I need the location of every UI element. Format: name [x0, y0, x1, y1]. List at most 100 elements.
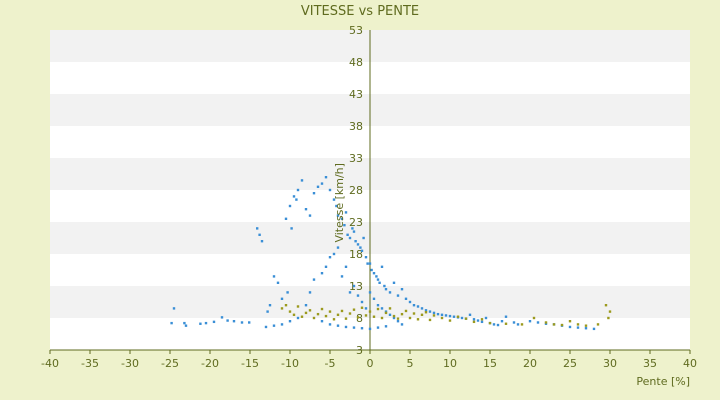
point-blue — [592, 327, 596, 331]
point-olive — [368, 310, 372, 313]
point-blue — [500, 320, 504, 323]
point-blue — [392, 316, 396, 320]
point-blue — [504, 315, 508, 318]
x-axis-title: Pente [%] — [636, 375, 690, 388]
x-tick-label: -10 — [281, 357, 299, 370]
point-blue — [364, 307, 368, 310]
point-blue — [328, 323, 332, 326]
point-olive — [432, 314, 436, 317]
point-blue — [280, 297, 284, 300]
point-olive — [464, 317, 468, 320]
x-tick-label: 25 — [563, 357, 577, 370]
point-blue — [332, 198, 336, 201]
point-olive — [300, 315, 304, 318]
point-olive — [288, 310, 292, 313]
point-olive — [456, 315, 460, 318]
point-blue — [372, 272, 376, 275]
y-tick-label: 13 — [349, 280, 363, 293]
point-blue — [359, 246, 362, 249]
point-blue — [378, 281, 381, 284]
point-blue — [226, 319, 229, 322]
point-blue — [170, 321, 173, 325]
point-olive — [440, 316, 444, 320]
point-blue — [412, 304, 416, 307]
x-tick-label: 10 — [443, 357, 457, 370]
point-olive — [448, 319, 452, 322]
point-blue — [568, 325, 572, 329]
point-blue — [360, 327, 364, 330]
point-blue — [266, 310, 269, 313]
point-blue — [476, 319, 480, 322]
point-blue — [468, 313, 472, 316]
point-blue — [356, 294, 360, 297]
point-olive — [584, 324, 588, 327]
point-blue — [368, 262, 372, 265]
point-blue — [436, 312, 440, 316]
point-blue — [290, 227, 293, 230]
point-blue — [212, 320, 216, 324]
point-olive — [408, 316, 412, 320]
point-blue — [492, 323, 496, 326]
point-blue — [368, 327, 372, 331]
point-blue — [304, 304, 308, 307]
point-blue — [308, 214, 312, 217]
point-olive — [324, 314, 328, 318]
point-blue — [584, 327, 588, 330]
point-blue — [324, 176, 328, 179]
point-olive — [604, 304, 608, 307]
point-olive — [296, 305, 300, 308]
point-olive — [544, 321, 548, 324]
point-blue — [304, 208, 308, 211]
point-blue — [312, 192, 316, 195]
point-blue — [512, 321, 516, 324]
point-blue — [576, 326, 580, 329]
point-blue — [372, 297, 376, 300]
point-blue — [404, 297, 408, 300]
point-olive — [552, 323, 556, 326]
point-blue — [248, 321, 251, 324]
point-blue — [396, 294, 400, 297]
y-axis-title: Vitesse [km/h] — [333, 163, 346, 243]
point-blue — [536, 321, 540, 324]
point-blue — [400, 323, 404, 326]
x-tick-label: -25 — [161, 357, 179, 370]
point-blue — [328, 188, 332, 192]
point-olive — [284, 304, 288, 307]
point-olive — [352, 308, 356, 311]
point-olive — [344, 317, 348, 320]
point-blue — [360, 300, 364, 304]
point-blue — [296, 188, 300, 192]
point-blue — [256, 227, 259, 230]
point-olive — [472, 320, 476, 324]
point-blue — [184, 324, 188, 327]
point-olive — [380, 316, 384, 320]
point-blue — [400, 288, 404, 291]
point-olive — [396, 317, 400, 320]
y-tick-label: 53 — [349, 24, 363, 37]
point-blue — [344, 325, 348, 329]
point-blue — [351, 227, 354, 230]
point-olive — [420, 313, 424, 316]
point-blue — [292, 195, 296, 198]
point-olive — [328, 310, 332, 313]
point-olive — [596, 323, 600, 326]
point-blue — [352, 284, 356, 288]
x-tick-label: 5 — [407, 357, 414, 370]
point-olive — [316, 312, 320, 316]
point-blue — [544, 322, 548, 325]
point-olive — [320, 307, 324, 311]
point-olive — [280, 307, 284, 310]
point-blue — [183, 321, 186, 325]
point-blue — [268, 304, 272, 307]
point-blue — [384, 310, 388, 313]
x-tick-label: -40 — [41, 357, 59, 370]
point-olive — [560, 323, 564, 327]
point-olive — [480, 318, 484, 321]
point-blue — [288, 320, 292, 323]
point-blue — [408, 300, 412, 304]
point-olive — [292, 313, 296, 316]
point-blue — [343, 224, 346, 227]
point-olive — [520, 323, 524, 326]
